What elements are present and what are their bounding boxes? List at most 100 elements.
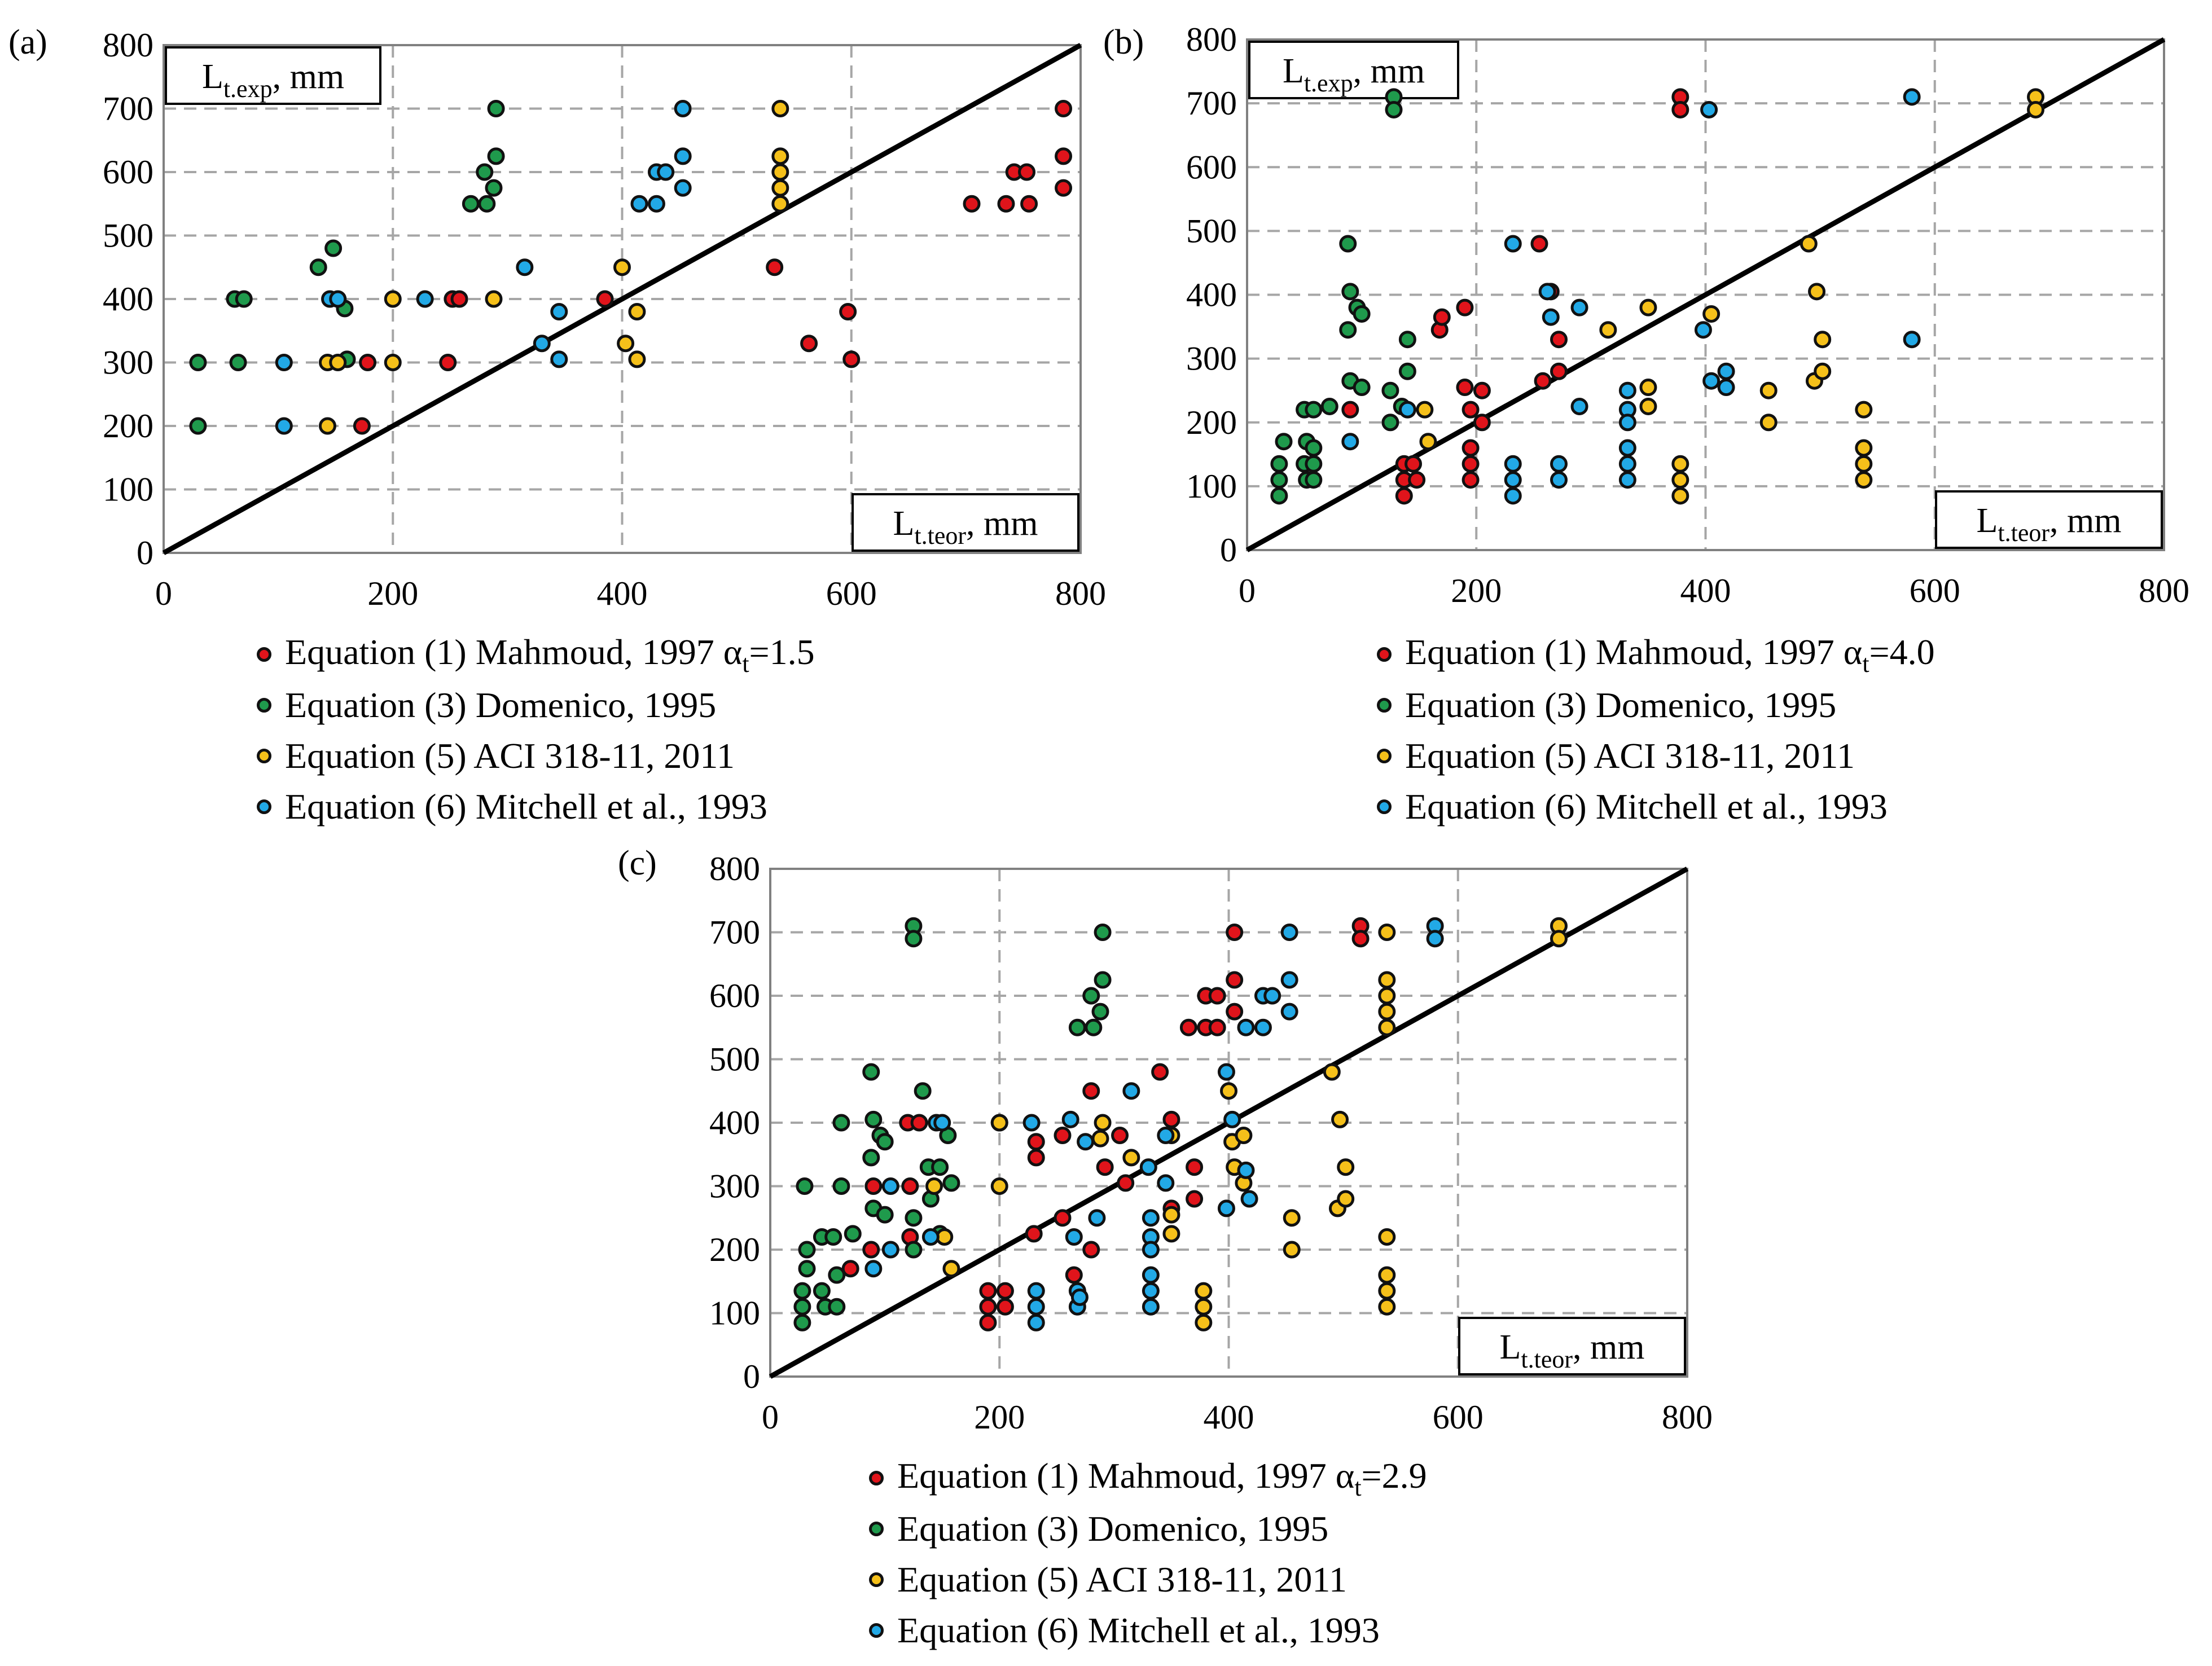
data-point-domenico — [876, 1133, 894, 1151]
data-point-domenico — [1082, 987, 1100, 1005]
panel-label: (b) — [1103, 23, 1144, 61]
data-point-aci — [1550, 930, 1568, 948]
data-point-mahmoud — [1456, 379, 1474, 397]
data-point-mahmoud — [1054, 1209, 1072, 1227]
data-point-domenico — [862, 1063, 880, 1081]
legend-label: Equation (6) Mitchell et al., 1993 — [285, 786, 767, 827]
plot-frame — [1246, 38, 2165, 551]
data-point-aci — [1337, 1158, 1355, 1176]
data-point-aci — [771, 100, 789, 117]
data-point-aci — [1671, 471, 1689, 489]
data-point-aci — [1378, 1003, 1396, 1021]
data-point-mitchell — [1027, 1313, 1045, 1331]
data-point-aci — [1702, 305, 1721, 323]
panel-label: (a) — [8, 23, 47, 61]
x-tick-label: 400 — [1680, 572, 1731, 609]
data-point-mahmoud — [1226, 924, 1244, 941]
data-point-domenico — [905, 1209, 923, 1227]
data-point-aci — [1378, 1018, 1396, 1036]
x-tick-label: 200 — [1451, 572, 1502, 609]
data-point-aci — [1195, 1313, 1213, 1331]
scatter-plot-b: 0 100 200 300 400 500 600 700 800 0 200 400 600 800 (b… — [1103, 21, 2189, 609]
data-point-mitchell — [1570, 397, 1588, 415]
data-point-mitchell — [1426, 930, 1444, 948]
legend-marker — [1377, 698, 1392, 713]
data-point-mahmoud — [1226, 1003, 1244, 1021]
series-mitchell — [1341, 88, 1921, 505]
data-point-aci — [1814, 331, 1832, 349]
legend-marker — [1377, 799, 1392, 814]
data-point-domenico — [914, 1082, 932, 1100]
data-point-mahmoud — [1082, 1241, 1100, 1259]
data-point-domenico — [931, 1158, 949, 1176]
data-point-mitchell — [647, 195, 665, 213]
data-point-mahmoud — [1456, 298, 1474, 317]
data-point-mitchell — [1280, 924, 1298, 941]
data-point-mitchell — [933, 1114, 951, 1132]
series-mitchell — [275, 100, 692, 435]
data-point-aci — [1283, 1209, 1301, 1227]
data-point-mitchell — [1070, 1288, 1089, 1306]
data-point-mahmoud — [1027, 1133, 1045, 1151]
y-tick-label: 300 — [1186, 340, 1237, 377]
data-point-mitchell — [533, 335, 551, 353]
data-point-aci — [1091, 1129, 1109, 1148]
series-domenico — [189, 100, 505, 435]
data-point-mitchell — [1570, 298, 1588, 317]
x-tick-label: 600 — [826, 575, 877, 612]
data-point-mahmoud — [979, 1282, 997, 1300]
legend-item-aci: Equation (5) ACI 318-11, 2011 — [257, 731, 815, 781]
data-point-mitchell — [1217, 1063, 1235, 1081]
data-point-mitchell — [1717, 362, 1735, 380]
data-point-domenico — [462, 195, 480, 213]
data-point-domenico — [844, 1225, 862, 1243]
data-point-domenico — [832, 1114, 850, 1132]
x-tick-label: 400 — [597, 575, 648, 612]
data-point-domenico — [324, 239, 343, 257]
data-point-mahmoud — [1025, 1225, 1043, 1243]
data-point-mitchell — [1618, 414, 1636, 432]
data-point-aci — [1855, 471, 1873, 489]
data-point-mitchell — [1504, 455, 1522, 473]
data-point-mitchell — [1504, 471, 1522, 489]
x-axis-title: Lt.teor, mm — [1458, 1317, 1686, 1375]
data-point-domenico — [828, 1266, 846, 1284]
legend-marker — [257, 749, 271, 763]
data-point-mitchell — [1240, 1190, 1258, 1208]
x-tick-label: 600 — [1433, 1399, 1484, 1436]
data-point-aci — [1759, 381, 1778, 399]
data-point-aci — [384, 290, 402, 308]
data-point-domenico — [1353, 305, 1371, 323]
x-tick-label: 200 — [974, 1399, 1025, 1436]
plot-frame — [163, 44, 1082, 554]
data-point-mahmoud — [1341, 401, 1359, 419]
data-point-aci — [1639, 397, 1657, 415]
scatter-plot-c: 0 100 200 300 400 500 600 700 800 0 200 400 600 800 (c… — [618, 844, 1713, 1436]
data-point-mitchell — [1142, 1282, 1160, 1300]
y-axis-title: Lt.exp, mm — [1248, 41, 1459, 99]
data-point-aci — [771, 147, 789, 165]
legend-marker — [1377, 647, 1392, 662]
data-point-domenico — [189, 354, 207, 371]
y-tick-label: 400 — [1186, 276, 1237, 314]
data-point-aci — [1671, 455, 1689, 473]
y-tick-label: 800 — [103, 27, 153, 64]
data-point-mahmoud — [842, 350, 861, 368]
data-point-mitchell — [630, 195, 648, 213]
data-point-mitchell — [416, 290, 434, 308]
data-point-aci — [1671, 487, 1689, 505]
data-point-aci — [1855, 439, 1873, 457]
data-point-domenico — [828, 1298, 846, 1316]
y-tick-label: 200 — [709, 1231, 760, 1268]
legend-label: Equation (6) Mitchell et al., 1993 — [1405, 786, 1888, 827]
svg-text:Lt.exp, mm: Lt.exp, mm — [202, 58, 344, 103]
legend-item-domenico: Equation (3) Domenico, 1995 — [257, 680, 815, 731]
series-mitchell — [864, 917, 1444, 1331]
data-point-domenico — [1094, 924, 1112, 941]
data-point-mitchell — [1550, 471, 1568, 489]
y-tick-label: 0 — [137, 534, 153, 572]
data-point-aci — [1378, 971, 1396, 989]
data-point-aci — [1378, 1298, 1396, 1316]
data-point-mitchell — [1237, 1018, 1255, 1036]
data-point-mitchell — [1142, 1266, 1160, 1284]
